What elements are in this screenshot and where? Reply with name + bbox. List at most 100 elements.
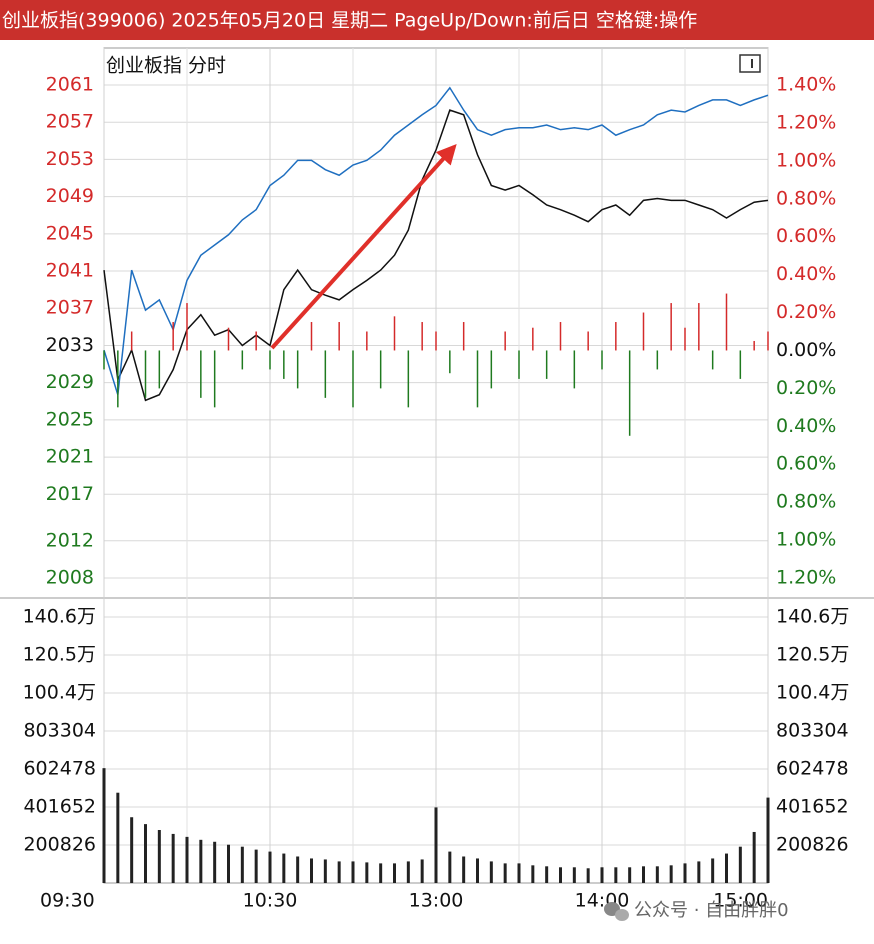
y-tick-label: 2017 (46, 483, 94, 505)
volume-bar (642, 866, 645, 883)
volume-bar (227, 844, 230, 883)
y-tick-label: 602478 (23, 758, 96, 780)
volume-bar (711, 858, 715, 883)
y2-tick-label: 0.40% (776, 263, 836, 285)
volume-bar (725, 853, 728, 883)
volume-bar (268, 851, 272, 883)
y2-tick-label: 1.00% (776, 529, 836, 551)
chart-title: 创业板指 分时 (106, 55, 226, 77)
volume-bar (448, 851, 452, 883)
y2-tick-label: 0.40% (776, 415, 836, 437)
y-tick-label: 2033 (46, 334, 94, 356)
volume-bar (586, 868, 590, 883)
mark-layer (102, 86, 770, 883)
x-tick-label: 15:00 (713, 890, 768, 912)
volume-bar (738, 846, 742, 883)
volume-bar (102, 768, 106, 883)
y-tick-label: 200826 (23, 834, 96, 856)
y-tick-label-right: 200826 (776, 834, 849, 856)
y2-tick-label: 0.60% (776, 225, 836, 247)
y2-tick-label: 0.20% (776, 377, 836, 399)
y-tick-label: 2008 (46, 567, 94, 589)
y-tick-label: 401652 (23, 796, 96, 818)
volume-bar (310, 858, 313, 883)
volume-bar (766, 797, 770, 883)
volume-bar (476, 858, 479, 883)
y-tick-label: 120.5万 (23, 644, 96, 666)
volume-bar (365, 862, 369, 883)
volume-bar (559, 867, 562, 883)
volume-bar (116, 792, 120, 883)
volume-bar (503, 863, 507, 883)
volume-bar (669, 865, 673, 883)
y-tick-label: 2021 (46, 446, 94, 468)
y2-tick-label: 0.60% (776, 453, 836, 475)
volume-bar (572, 867, 576, 883)
volume-bar (752, 831, 756, 883)
x-tick-label: 13:00 (409, 890, 464, 912)
y2-tick-label: 1.40% (776, 74, 836, 96)
watermark: 公众号 · 自由胖胖0 (634, 900, 789, 921)
grid-layer: 2061 2057 2053 2049 2045 2041 2037 2033 2029 2025… (23, 48, 849, 912)
header-bar (0, 0, 874, 40)
y-tick-label: 2012 (46, 529, 94, 551)
x-tick-label: 09:30 (40, 890, 95, 912)
volume-bar (130, 817, 134, 883)
volume-bar (628, 867, 632, 883)
y2-tick-label: 0.80% (776, 491, 836, 513)
x-tick-label: 14:00 (575, 890, 630, 912)
volume-bar (323, 859, 327, 883)
volume-bar (531, 865, 535, 883)
volume-bar (282, 853, 286, 883)
y2-tick-label: 0.20% (776, 301, 836, 323)
y2-tick-label: 1.20% (776, 111, 836, 133)
wechat-icon (615, 909, 629, 921)
y-tick-label-right: 120.5万 (776, 644, 849, 666)
y-tick-label-right: 401652 (776, 796, 849, 818)
header-title: 创业板指(399006) 2025年05月20日 星期二 PageUp/Down… (2, 10, 697, 32)
volume-bar (144, 824, 147, 883)
volume-bar (406, 861, 410, 883)
volume-bar (296, 856, 300, 883)
y2-tick-label: 0.00% (776, 339, 836, 361)
y-tick-label: 2057 (46, 111, 94, 133)
x-tick-label: 10:30 (243, 890, 298, 912)
volume-bar (517, 863, 521, 883)
y-tick-label: 2045 (46, 222, 94, 244)
y-tick-label-right: 100.4万 (776, 682, 849, 704)
y-tick-label: 2061 (46, 74, 94, 96)
volume-bar (614, 867, 618, 883)
volume-bar (199, 839, 203, 883)
y-tick-label-right: 803304 (776, 720, 849, 742)
volume-bar (213, 841, 217, 883)
volume-bar (683, 863, 687, 883)
y-tick-label: 2037 (46, 297, 94, 319)
y-tick-label: 2025 (46, 408, 94, 430)
volume-bar (697, 861, 701, 883)
volume-bar (379, 863, 383, 883)
annotation-arrow (270, 144, 457, 350)
y-tick-label-right: 602478 (776, 758, 849, 780)
volume-bar (655, 866, 659, 883)
watermark-group: 公众号 · 自由胖胖0 (604, 900, 789, 921)
volume-bar (600, 867, 604, 883)
price-line (103, 86, 769, 395)
volume-bar (185, 836, 189, 883)
volume-bar (337, 861, 341, 883)
volume-bar (545, 866, 549, 883)
y-tick-label: 2029 (46, 371, 94, 393)
y-tick-label: 2049 (46, 185, 94, 207)
volume-bar (420, 859, 424, 883)
y2-tick-label: 0.80% (776, 187, 836, 209)
y2-tick-label: 1.00% (776, 149, 836, 171)
volume-bar (434, 807, 438, 883)
y-tick-label: 2041 (46, 260, 94, 282)
volume-bar (254, 849, 258, 883)
y-tick-label: 2053 (46, 148, 94, 170)
volume-bar (462, 856, 466, 883)
y2-tick-label: 1.20% (776, 567, 836, 589)
menu-icon[interactable] (739, 54, 761, 73)
volume-bar (393, 863, 396, 883)
y-tick-label-right: 140.6万 (776, 606, 849, 628)
